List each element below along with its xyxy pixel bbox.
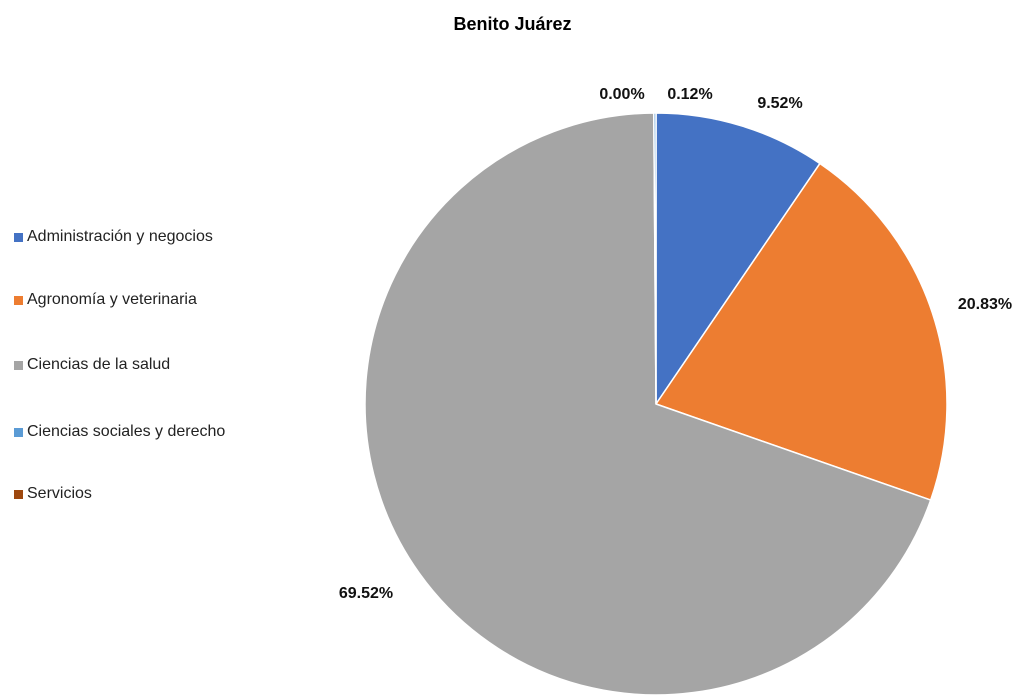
data-label-administracion: 9.52%	[757, 95, 802, 112]
legend-swatch-servicios	[14, 489, 23, 499]
legend-swatch-ciencias-salud	[14, 360, 23, 370]
legend-swatch-ciencias-sociales	[14, 427, 23, 437]
legend-item-administracion: Administración y negocios	[14, 226, 213, 248]
legend-item-ciencias-salud: Ciencias de la salud	[14, 354, 170, 376]
legend-item-servicios: Servicios	[14, 483, 92, 505]
data-label-agronomia: 20.83%	[958, 296, 1012, 313]
legend-label-agronomia: Agronomía y veterinaria	[27, 291, 197, 308]
pie-data-labels: 9.52% 20.83% 69.52% 0.12% 0.00%	[339, 86, 1012, 602]
data-label-ciencias-salud: 69.52%	[339, 585, 393, 602]
slice-ciencias-sociales	[653, 112, 657, 405]
legend-label-ciencias-salud: Ciencias de la salud	[27, 356, 171, 373]
data-label-ciencias-sociales: 0.12%	[667, 86, 712, 103]
chart-title: Benito Juárez	[453, 14, 572, 34]
legend-item-ciencias-sociales: Ciencias sociales y derecho	[14, 421, 225, 443]
slice-ciencias-salud	[364, 112, 932, 696]
legend-swatch-administracion	[14, 232, 23, 242]
legend-label-ciencias-sociales: Ciencias sociales y derecho	[27, 423, 226, 440]
legend-swatch-agronomia	[14, 295, 23, 305]
slice-agronomia	[654, 162, 948, 501]
data-label-servicios: 0.00%	[599, 86, 644, 103]
legend-item-agronomia: Agronomía y veterinaria	[14, 289, 197, 311]
legend-label-administracion: Administración y negocios	[27, 228, 213, 245]
legend-label-servicios: Servicios	[27, 485, 92, 502]
slice-administracion	[655, 112, 821, 407]
pie-slices	[364, 112, 948, 696]
